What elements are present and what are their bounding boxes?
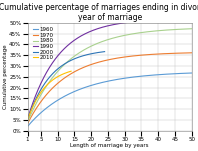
1980: [161, 29, 163, 31]
1980: [26, 121, 29, 123]
2000: [103, 51, 106, 53]
2010: [70, 70, 72, 72]
2010: [26, 119, 29, 121]
1970: [190, 52, 193, 54]
2010: [50, 80, 52, 82]
2010: [47, 83, 50, 85]
Y-axis label: Cumulative percentage: Cumulative percentage: [3, 44, 8, 109]
Title: Cumulative percentage of marriages ending in divorce by
year of marriage: Cumulative percentage of marriages endin…: [0, 3, 198, 22]
1990: [80, 35, 82, 37]
1990: [92, 29, 94, 31]
2000: [89, 53, 92, 55]
2000: [26, 119, 29, 121]
2000: [72, 58, 75, 60]
1990: [137, 20, 139, 22]
1970: [104, 59, 107, 61]
Line: 1990: 1990: [28, 21, 138, 119]
1960: [105, 81, 108, 82]
1980: [104, 39, 107, 41]
1960: [124, 77, 127, 79]
1980: [105, 39, 108, 41]
2000: [63, 63, 66, 65]
1970: [26, 123, 29, 125]
2010: [62, 73, 64, 75]
1990: [26, 118, 29, 120]
1960: [187, 72, 189, 74]
1960: [26, 126, 29, 127]
2010: [69, 71, 71, 72]
2000: [68, 60, 70, 62]
Line: 2010: 2010: [28, 71, 71, 120]
Line: 2000: 2000: [28, 52, 105, 120]
1980: [187, 28, 189, 30]
2010: [52, 79, 55, 80]
Legend: 1960, 1970, 1980, 1990, 2000, 2010: 1960, 1970, 1980, 1990, 2000, 2010: [32, 27, 54, 61]
1970: [115, 57, 118, 59]
1960: [161, 74, 163, 75]
Line: 1970: 1970: [28, 53, 192, 124]
1960: [190, 72, 193, 74]
Line: 1980: 1980: [28, 29, 192, 122]
1990: [86, 32, 89, 34]
1970: [124, 56, 127, 58]
2000: [63, 63, 65, 65]
1990: [134, 21, 137, 22]
1980: [115, 36, 118, 38]
1990: [79, 36, 81, 37]
Line: 1960: 1960: [28, 73, 192, 127]
1960: [115, 79, 118, 80]
1970: [105, 59, 108, 61]
1990: [117, 23, 119, 25]
1980: [124, 34, 127, 36]
1970: [187, 52, 189, 54]
2010: [47, 83, 50, 84]
X-axis label: Length of marriage by years: Length of marriage by years: [70, 143, 149, 148]
1970: [161, 53, 163, 55]
2000: [102, 51, 104, 53]
1960: [104, 81, 107, 83]
1980: [190, 28, 193, 30]
